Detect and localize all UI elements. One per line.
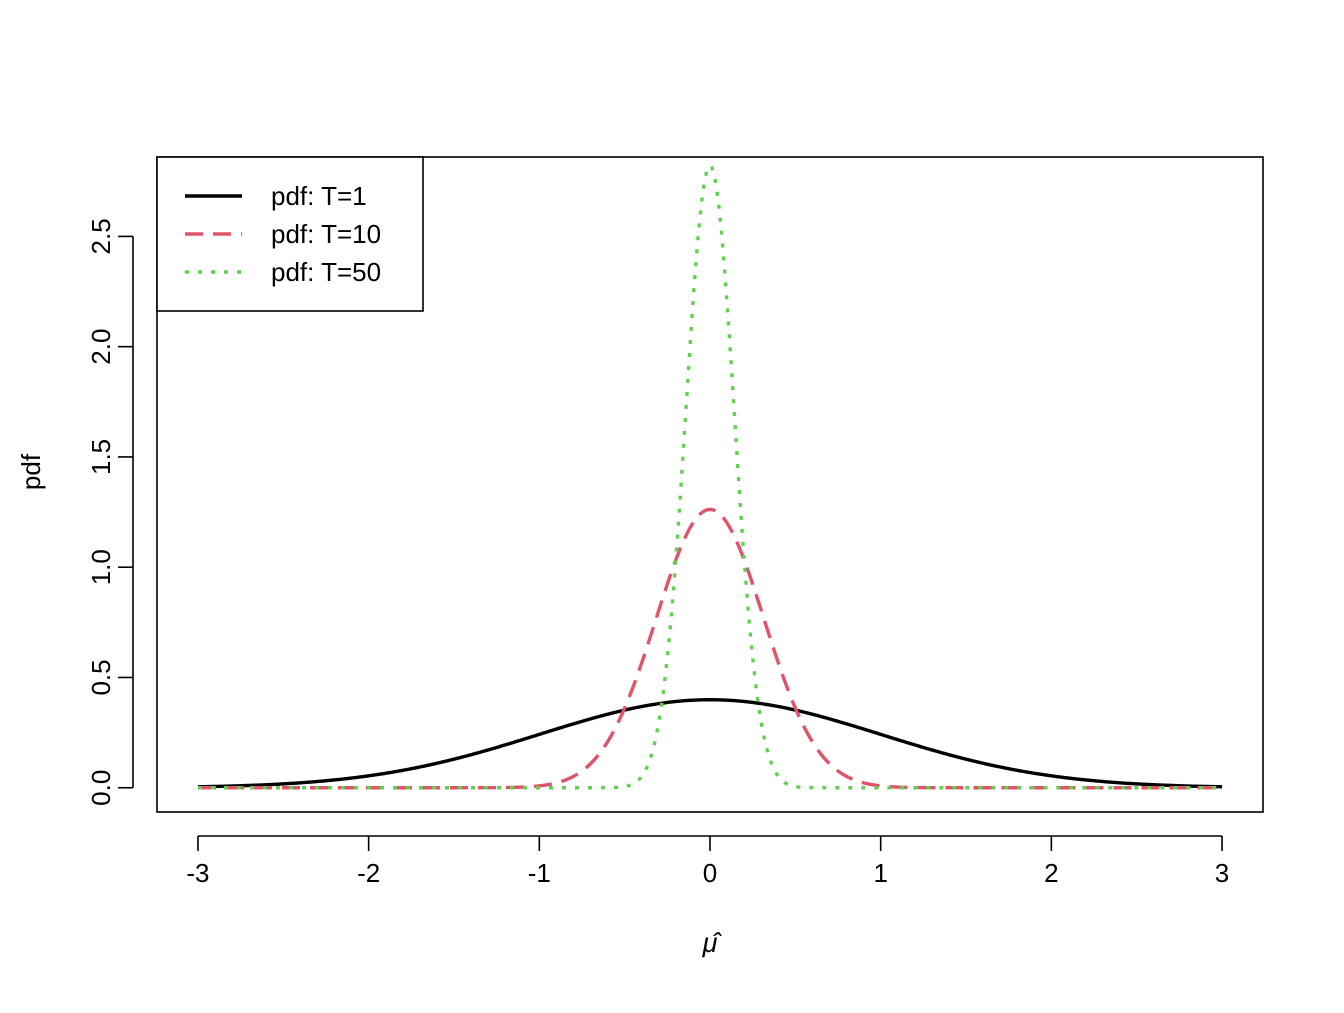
legend-label: pdf: T=1 bbox=[271, 181, 367, 211]
y-tick-label: 2.5 bbox=[86, 218, 116, 254]
y-tick-label: 0.0 bbox=[86, 770, 116, 806]
y-tick-label: 2.0 bbox=[86, 329, 116, 365]
series-line-1 bbox=[197, 698, 1223, 789]
y-tick-label: 1.0 bbox=[86, 549, 116, 585]
legend-label: pdf: T=10 bbox=[271, 219, 381, 249]
x-tick-label: 0 bbox=[703, 858, 717, 888]
x-tick-label: -2 bbox=[357, 858, 380, 888]
x-tick-label: -1 bbox=[528, 858, 551, 888]
x-axis: -3 -2 -1 0 1 2 3 bbox=[186, 835, 1229, 888]
x-tick-label: 1 bbox=[873, 858, 887, 888]
legend-label: pdf: T=50 bbox=[271, 257, 381, 287]
plot-frame bbox=[156, 156, 1264, 813]
y-axis: 0.0 0.5 1.0 1.5 2.0 2.5 bbox=[86, 218, 134, 806]
x-tick-label: 2 bbox=[1044, 858, 1058, 888]
series-layer bbox=[197, 163, 1223, 790]
x-axis-label: μ̂ bbox=[702, 928, 723, 958]
x-tick-label: 3 bbox=[1215, 858, 1229, 888]
y-tick-label: 1.5 bbox=[86, 439, 116, 475]
y-tick-label: 0.5 bbox=[86, 659, 116, 695]
series-line-3 bbox=[197, 163, 1223, 790]
legend: pdf: T=1 pdf: T=10 pdf: T=50 bbox=[156, 156, 424, 312]
y-axis-label: pdf bbox=[16, 453, 46, 490]
x-tick-label: -3 bbox=[186, 858, 209, 888]
